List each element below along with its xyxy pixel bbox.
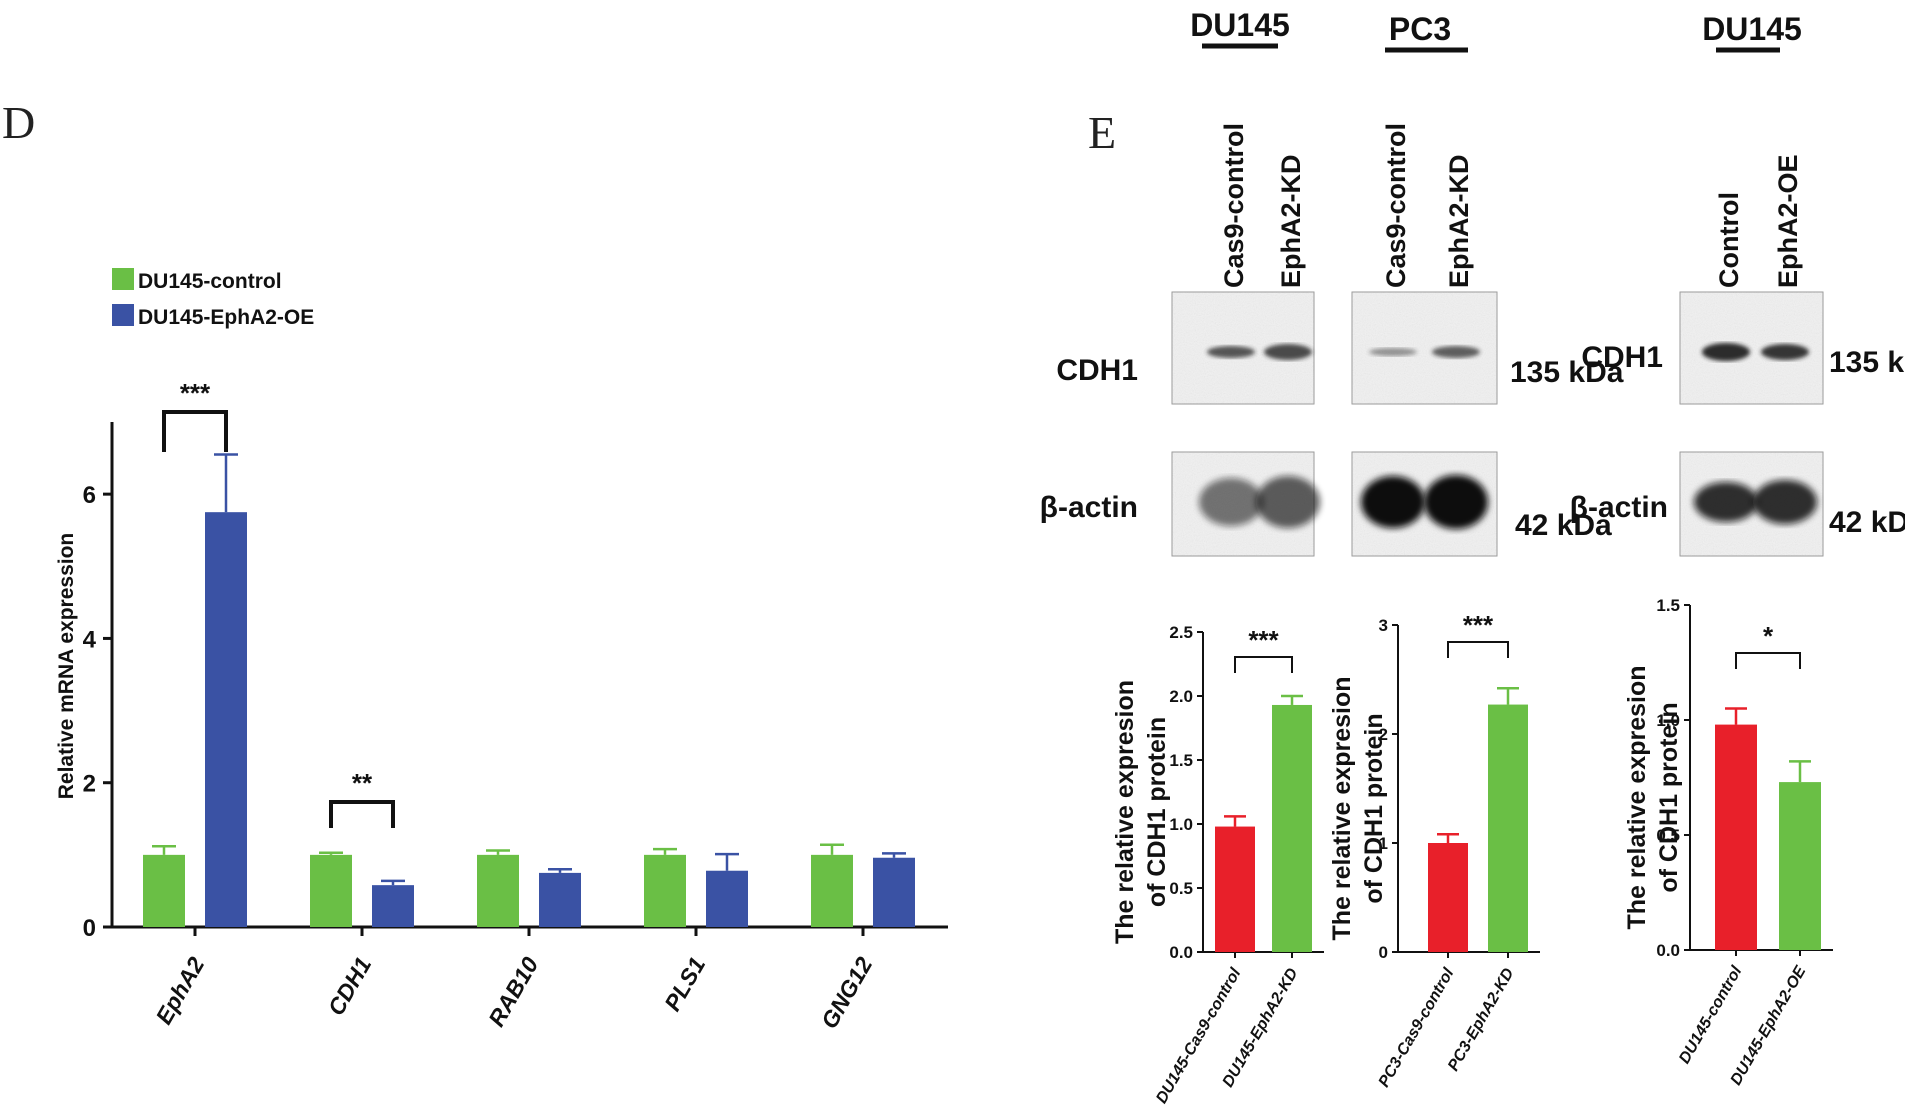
y-axis-title-line1: The relative expresion bbox=[1328, 676, 1356, 940]
actin-label: β-actin bbox=[1570, 491, 1668, 524]
mrna-expression-chart: 0 2 4 6 Relative mRNA expression EphA2 CDH1 RAB… bbox=[55, 268, 948, 1033]
y-tick-label: 0 bbox=[83, 915, 96, 942]
cell-line-label: PC3 bbox=[1389, 11, 1451, 47]
actin-band bbox=[1256, 476, 1320, 528]
legend-label-0: DU145-control bbox=[138, 270, 282, 293]
membrane-texture bbox=[1352, 292, 1497, 404]
y-tick-label: 3 bbox=[1379, 616, 1388, 635]
bar-PLS1-1 bbox=[706, 870, 748, 927]
x-tick-label-CDH1: CDH1 bbox=[323, 953, 377, 1020]
significance-label: *** bbox=[180, 378, 211, 408]
bar-PC3-EphA2-KD bbox=[1488, 704, 1528, 952]
legend-swatch-1 bbox=[112, 304, 134, 326]
kda-label: 135 kDa bbox=[1510, 356, 1624, 389]
bar-PLS1-0 bbox=[644, 854, 686, 927]
actin-band bbox=[1694, 482, 1758, 522]
bar-DU145-EphA2-OE bbox=[1779, 782, 1821, 950]
lane-label: Control bbox=[1714, 192, 1744, 288]
significance-bracket bbox=[1447, 641, 1509, 658]
y-tick-label: 1 bbox=[1379, 834, 1388, 853]
significance-label: *** bbox=[1248, 625, 1279, 655]
bar-DU145-Cas9-control bbox=[1215, 826, 1255, 952]
cdh1-band bbox=[1702, 343, 1750, 361]
legend-swatch-0 bbox=[112, 268, 134, 290]
kda-label: 135 kDa bbox=[1829, 346, 1905, 379]
bar-EphA2-0 bbox=[143, 854, 185, 927]
cdh1-band bbox=[1432, 346, 1480, 358]
y-tick-label: 0.5 bbox=[1656, 826, 1680, 845]
cdh1-band bbox=[1207, 346, 1255, 358]
y-axis-title-line2: of CDH1 protein bbox=[1143, 717, 1171, 907]
bar-DU145-control bbox=[1715, 724, 1757, 950]
significance-label: * bbox=[1763, 621, 1774, 651]
significance-label: *** bbox=[1463, 610, 1494, 640]
actin-band bbox=[1753, 480, 1817, 524]
y-tick-label: 0.5 bbox=[1169, 879, 1193, 898]
bar-RAB10-0 bbox=[477, 854, 519, 927]
y-tick-label: 0.0 bbox=[1656, 941, 1680, 960]
panel-label-d: D bbox=[2, 97, 35, 148]
actin-band bbox=[1361, 476, 1425, 528]
x-tick-label-GNG12: GNG12 bbox=[816, 952, 878, 1033]
significance-label: ** bbox=[352, 768, 373, 798]
y-tick-label: 2.5 bbox=[1169, 623, 1193, 642]
x-tick-label-EphA2: EphA2 bbox=[150, 952, 209, 1028]
western-blots: DU145 Cas9-control EphA2-KD PC3 Cas9-control… bbox=[1040, 7, 1905, 557]
cdh1-protein-charts: 0.0 0.5 1.0 1.5 2.0 2.5 The relative expresion… bbox=[1111, 596, 1833, 1106]
cdh1-band bbox=[1761, 344, 1809, 360]
lane-label: Cas9-control bbox=[1219, 123, 1249, 288]
y-tick-label: 0 bbox=[1379, 943, 1388, 962]
y-tick-label: 1.5 bbox=[1169, 751, 1193, 770]
bar-CDH1-1 bbox=[372, 885, 414, 927]
y-axis-title: Relative mRNA expression bbox=[55, 533, 78, 800]
y-tick-label: 1.0 bbox=[1656, 711, 1680, 730]
lane-label: EphA2-OE bbox=[1773, 154, 1803, 288]
x-tick-label: PC3-EphA2-KD bbox=[1445, 965, 1518, 1074]
significance-bracket bbox=[162, 410, 228, 452]
y-tick-label: 2 bbox=[1379, 725, 1388, 744]
legend-label-1: DU145-EphA2-OE bbox=[138, 306, 314, 329]
significance-bracket bbox=[1234, 656, 1293, 673]
x-tick-label: DU145-control bbox=[1676, 963, 1746, 1067]
bar-GNG12-0 bbox=[811, 854, 853, 927]
y-tick-label: 2.0 bbox=[1169, 687, 1193, 706]
y-tick-label: 6 bbox=[83, 482, 96, 509]
significance-bracket bbox=[329, 800, 395, 828]
x-tick-label-PLS1: PLS1 bbox=[659, 953, 710, 1016]
y-tick-label: 0.0 bbox=[1169, 943, 1193, 962]
bar-EphA2-1 bbox=[205, 512, 247, 927]
actin-label: β-actin bbox=[1040, 491, 1138, 524]
kda-label: 42 kDa bbox=[1515, 509, 1612, 542]
cdh1-label: CDH1 bbox=[1581, 341, 1663, 374]
bar-RAB10-1 bbox=[539, 872, 581, 927]
bar-GNG12-1 bbox=[873, 857, 915, 927]
cdh1-label: CDH1 bbox=[1056, 354, 1138, 387]
y-tick-label: 1.5 bbox=[1656, 596, 1680, 615]
lane-label: EphA2-KD bbox=[1444, 155, 1474, 289]
x-tick-label: PC3-Cas9-control bbox=[1376, 965, 1458, 1090]
bar-DU145-EphA2-KD bbox=[1272, 704, 1312, 952]
actin-band bbox=[1199, 478, 1263, 526]
lane-label: EphA2-KD bbox=[1276, 155, 1306, 289]
y-tick-label: 2 bbox=[83, 771, 96, 798]
y-tick-label: 1.0 bbox=[1169, 815, 1193, 834]
actin-band bbox=[1424, 475, 1488, 529]
x-tick-label-RAB10: RAB10 bbox=[483, 952, 543, 1030]
bar-CDH1-0 bbox=[310, 854, 352, 927]
panel-label-e: E bbox=[1088, 107, 1116, 158]
y-axis-title-line2: of CDH1 protein bbox=[1655, 702, 1683, 892]
y-tick-label: 4 bbox=[83, 626, 97, 653]
kda-label: 42 kDa bbox=[1829, 506, 1905, 539]
significance-bracket bbox=[1735, 652, 1801, 669]
y-axis-title-line1: The relative expresion bbox=[1111, 680, 1139, 944]
cell-line-label: DU145 bbox=[1190, 7, 1290, 43]
lane-label: Cas9-control bbox=[1381, 123, 1411, 288]
y-axis-title-line2: of CDH1 protein bbox=[1360, 713, 1388, 903]
cdh1-band bbox=[1264, 344, 1312, 360]
cdh1-band bbox=[1369, 348, 1417, 356]
y-axis-title-line1: The relative expresion bbox=[1623, 665, 1651, 929]
bar-PC3-Cas9-control bbox=[1428, 843, 1468, 952]
cell-line-label: DU145 bbox=[1702, 11, 1802, 47]
